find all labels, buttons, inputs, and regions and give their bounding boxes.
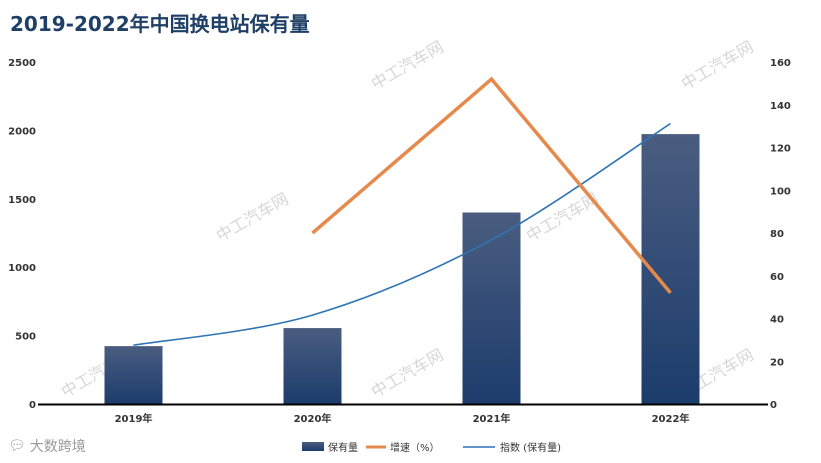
bar-2019年 bbox=[104, 346, 163, 404]
brand-logo: 💬︎ 大数跨境 bbox=[8, 436, 86, 456]
x-tick-label: 2020年 bbox=[294, 412, 332, 425]
bar-2021年 bbox=[462, 212, 521, 404]
y-right-tick-label: 0 bbox=[770, 400, 777, 411]
y-right-tick-label: 80 bbox=[770, 229, 784, 240]
y-left-tick-label: 1500 bbox=[8, 195, 36, 206]
axes: 0 500 1000 1500 2000 2500 0 20 40 60 80 100 120 140 16… bbox=[8, 58, 791, 425]
bar-2020年 bbox=[283, 328, 342, 404]
x-tick-label: 2022年 bbox=[652, 412, 690, 425]
y-right-tick-label: 160 bbox=[770, 58, 791, 69]
legend-label: 增速（%） bbox=[390, 441, 440, 454]
chat-bubble-icon: 💬︎ bbox=[8, 438, 26, 454]
growth-rate-line bbox=[311, 76, 672, 294]
y-right-tick-label: 60 bbox=[770, 272, 784, 283]
brand-text: 大数跨境 bbox=[29, 439, 86, 455]
watermark-text: 中工汽车网 bbox=[678, 37, 757, 93]
index-trendline bbox=[133, 122, 671, 346]
y-left-tick-label: 0 bbox=[29, 400, 36, 411]
x-tick-label: 2021年 bbox=[473, 412, 511, 425]
y-right-tick-label: 20 bbox=[770, 357, 784, 368]
watermark-text: 中工汽车网 bbox=[368, 345, 447, 401]
y-right-tick-label: 120 bbox=[770, 144, 791, 155]
legend-swatch-bar bbox=[302, 442, 324, 451]
y-left-tick-label: 1000 bbox=[8, 263, 36, 274]
y-left-tick-label: 500 bbox=[15, 332, 36, 343]
watermark-text: 中工汽车网 bbox=[368, 37, 447, 93]
legend: 保有量 增速（%） 指数 (保有量) bbox=[302, 441, 561, 454]
legend-label: 指数 (保有量) bbox=[500, 441, 561, 454]
watermark-text: 中工汽车网 bbox=[213, 189, 292, 245]
chart-title: 2019-2022年中国换电站保有量 bbox=[10, 12, 310, 36]
bar-series bbox=[104, 134, 700, 404]
y-left-tick-label: 2000 bbox=[8, 126, 36, 137]
y-left-tick-label: 2500 bbox=[8, 58, 36, 69]
y-right-tick-label: 40 bbox=[770, 315, 784, 326]
x-tick-label: 2019年 bbox=[115, 412, 153, 425]
y-right-tick-label: 140 bbox=[770, 101, 791, 112]
line-series bbox=[133, 76, 672, 346]
legend-label: 保有量 bbox=[328, 441, 358, 454]
y-right-tick-label: 100 bbox=[770, 186, 791, 197]
